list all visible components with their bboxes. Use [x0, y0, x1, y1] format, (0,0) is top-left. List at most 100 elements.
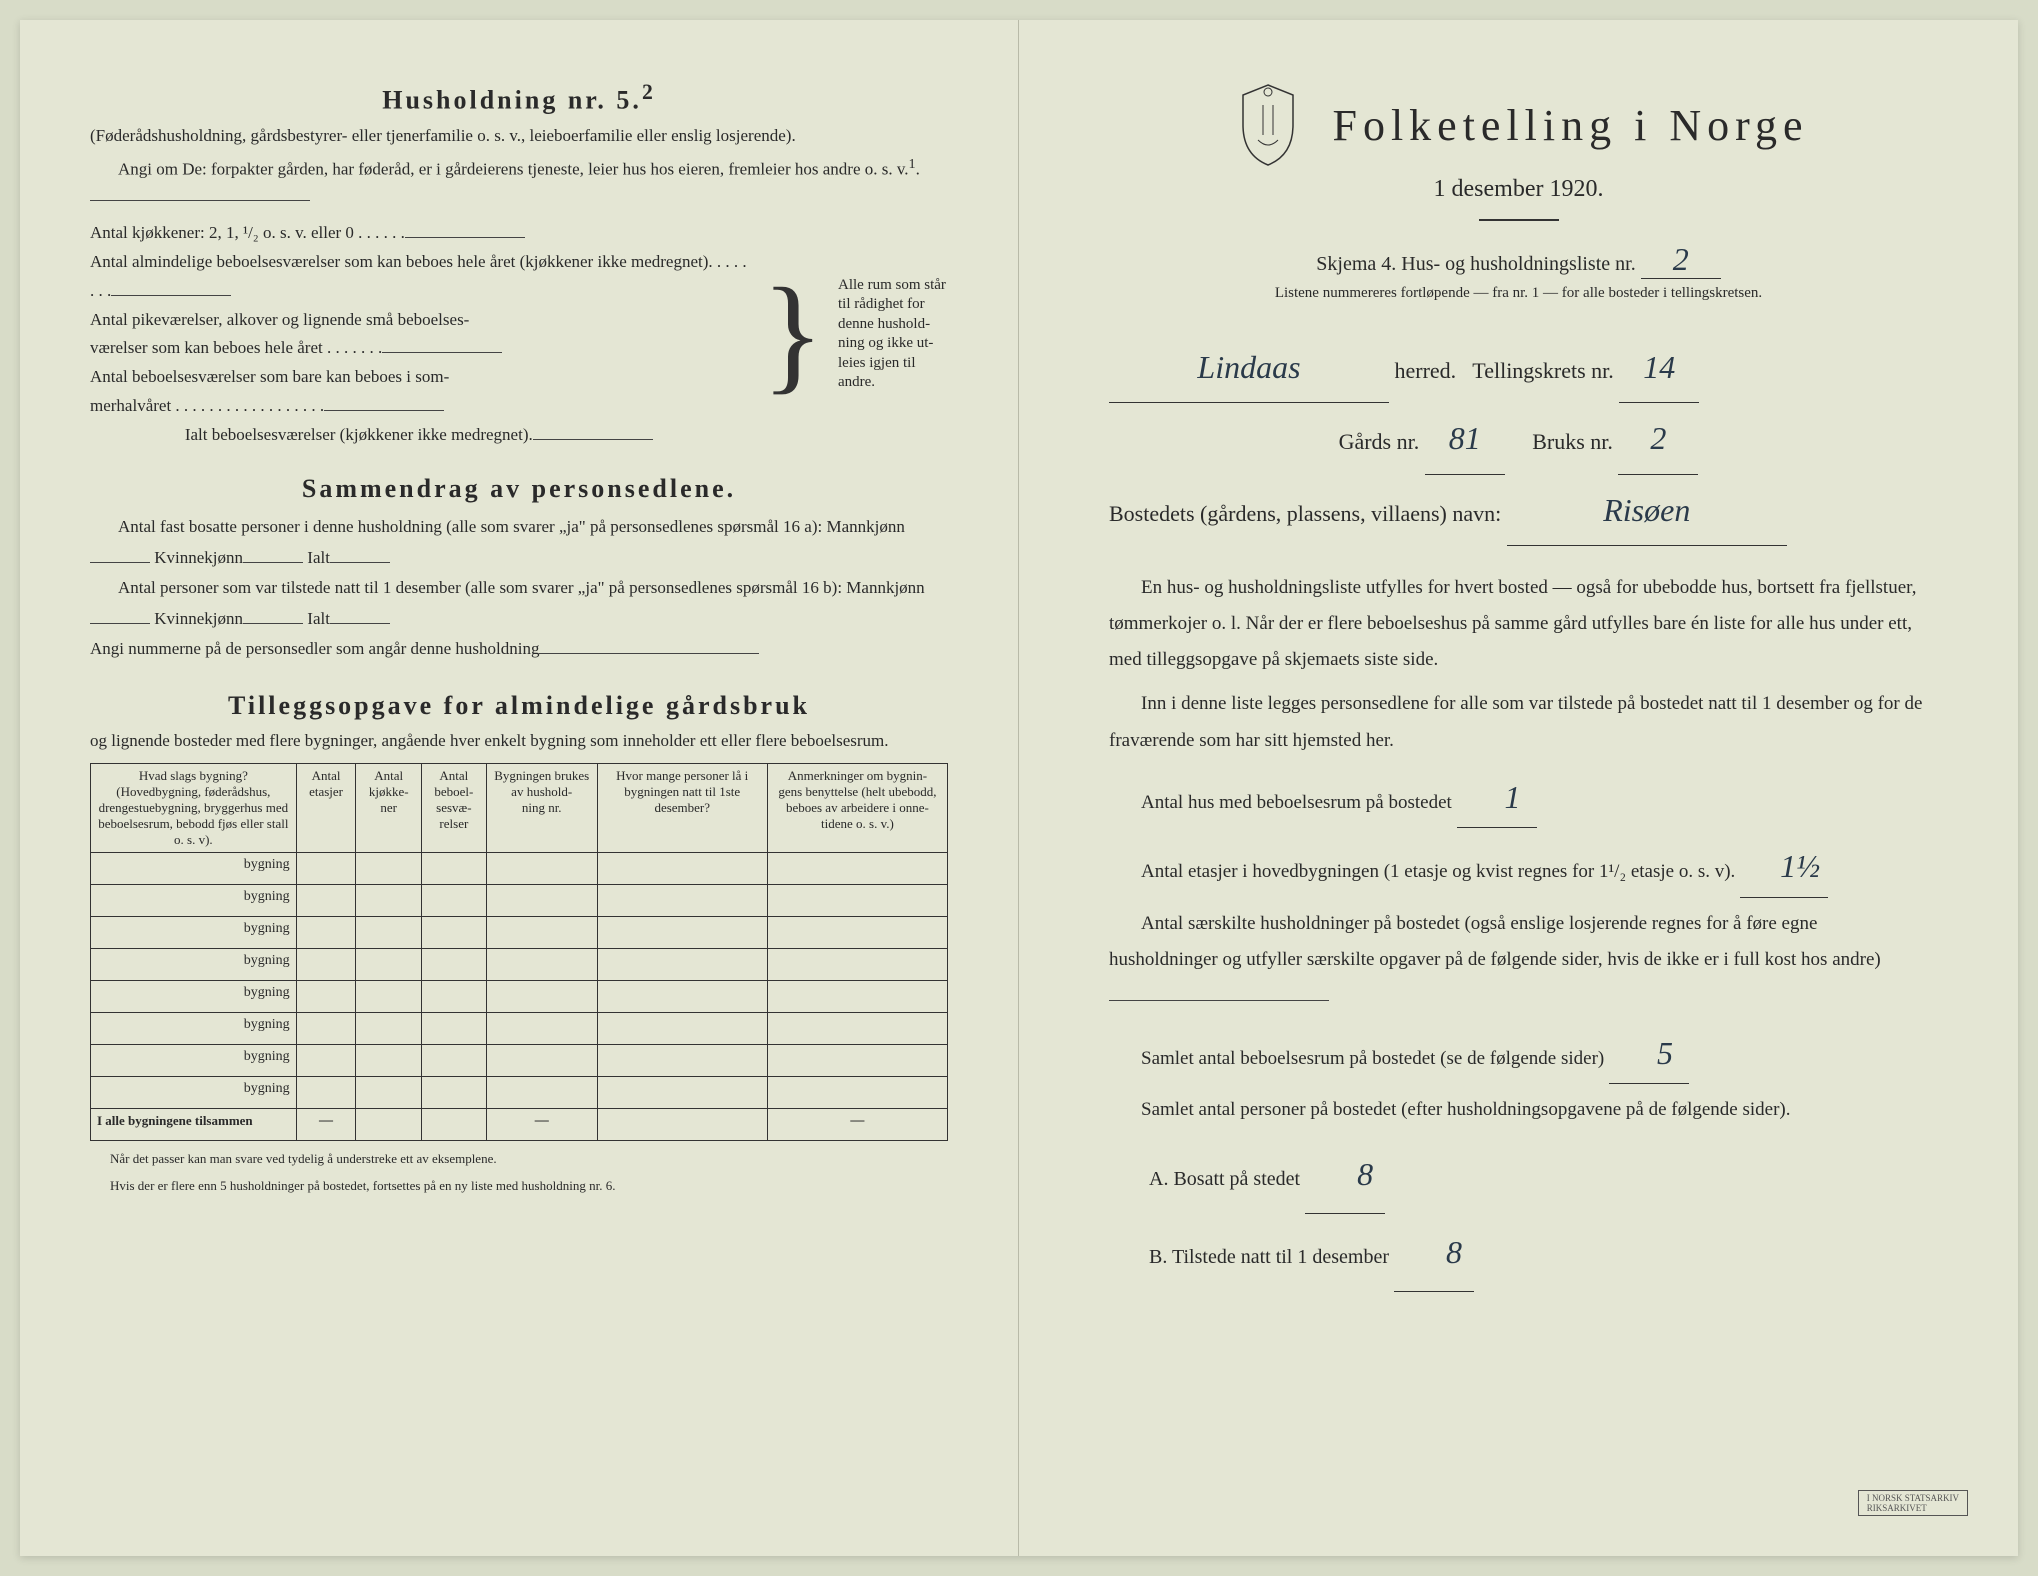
b-line: B. Tilstede natt til 1 desember 8 [1109, 1214, 1928, 1292]
table-cell [356, 948, 422, 980]
table-cell: — [486, 1108, 597, 1140]
table-cell [486, 948, 597, 980]
table-header-row: Hvad slags bygning? (Hovedbygning, føder… [91, 763, 948, 852]
antal-pike: Antal pikeværelser, alkover og lignende … [90, 306, 748, 364]
sammendrag-1: Antal fast bosatte personer i denne hush… [90, 512, 948, 573]
table-cell [767, 1076, 947, 1108]
table-cell [356, 884, 422, 916]
table-cell [597, 1044, 767, 1076]
table-cell [421, 948, 486, 980]
table-row: bygning [91, 884, 948, 916]
table-cell [486, 852, 597, 884]
sammendrag-2: Antal personer som var tilstede natt til… [90, 573, 948, 634]
antal-hus-value: 1 [1457, 767, 1537, 829]
table-cell [597, 1076, 767, 1108]
table-cell [486, 1044, 597, 1076]
table-header-cell: Antal beboel- sesvæ- relser [421, 763, 486, 852]
bygning-table: Hvad slags bygning? (Hovedbygning, føder… [90, 763, 948, 1141]
herred-value: Lindaas [1109, 332, 1389, 403]
table-cell [767, 980, 947, 1012]
table-cell [421, 1044, 486, 1076]
tellingskrets-value: 14 [1619, 332, 1699, 403]
table-cell [486, 884, 597, 916]
table-cell [486, 916, 597, 948]
a-line: A. Bosatt på stedet 8 [1109, 1136, 1928, 1214]
coat-of-arms-icon [1228, 80, 1308, 170]
antal-etasjer-value: 1½ [1740, 836, 1828, 898]
table-row: bygning [91, 852, 948, 884]
paragraph-1: En hus- og husholdningsliste utfylles fo… [1109, 570, 1928, 678]
table-header-cell: Hvor mange personer lå i bygningen natt … [597, 763, 767, 852]
table-cell: bygning [91, 980, 297, 1012]
table-cell [421, 1076, 486, 1108]
table-cell [597, 852, 767, 884]
table-cell [356, 916, 422, 948]
table-row: bygning [91, 1044, 948, 1076]
table-cell: bygning [91, 948, 297, 980]
husholdning-title: Husholdning nr. 5.2 [90, 80, 948, 116]
table-cell [767, 948, 947, 980]
table-cell [421, 1108, 486, 1140]
table-cell [597, 1108, 767, 1140]
table-cell [767, 884, 947, 916]
table-total-row: I alle bygningene tilsammen——— [91, 1108, 948, 1140]
table-cell [597, 948, 767, 980]
table-row: bygning [91, 1076, 948, 1108]
brace-icon: } [762, 282, 824, 386]
table-header-cell: Anmerkninger om bygnin- gens benyttelse … [767, 763, 947, 852]
antal-sommer: Antal beboelsesværelser som bare kan beb… [90, 363, 748, 421]
antal-etasjer-line: Antal etasjer i hovedbygningen (1 etasje… [1109, 836, 1928, 898]
table-cell: I alle bygningene tilsammen [91, 1108, 297, 1140]
table-cell [356, 980, 422, 1012]
table-cell [296, 1076, 356, 1108]
a-value: 8 [1305, 1136, 1385, 1214]
table-cell [296, 1012, 356, 1044]
table-cell: — [296, 1108, 356, 1140]
table-cell [486, 980, 597, 1012]
table-cell: bygning [91, 1076, 297, 1108]
table-row: bygning [91, 1012, 948, 1044]
table-cell [296, 884, 356, 916]
table-cell [296, 852, 356, 884]
samlet-personer-line: Samlet antal personer på bostedet (efter… [1109, 1092, 1928, 1128]
archive-stamp: I NORSK STATSARKIV RIKSARKIVET [1858, 1490, 1968, 1516]
table-cell [296, 980, 356, 1012]
table-cell [356, 852, 422, 884]
right-page: Folketelling i Norge 1 desember 1920. Sk… [1019, 20, 2018, 1556]
table-cell: — [767, 1108, 947, 1140]
listene-line: Listene nummereres fortløpende — fra nr.… [1109, 285, 1928, 302]
table-cell [356, 1012, 422, 1044]
table-cell [421, 852, 486, 884]
table-header-cell: Hvad slags bygning? (Hovedbygning, føder… [91, 763, 297, 852]
table-cell [486, 1012, 597, 1044]
side-note: Alle rum som står til rådighet for denne… [838, 276, 948, 393]
gards-value: 81 [1425, 403, 1505, 474]
tillegg-title: Tilleggsopgave for almindelige gårdsbruk [90, 691, 948, 721]
table-cell [597, 916, 767, 948]
table-cell [356, 1076, 422, 1108]
b-value: 8 [1394, 1214, 1474, 1292]
table-cell: bygning [91, 1044, 297, 1076]
table-cell [356, 1108, 422, 1140]
ialt-line: Ialt beboelsesværelser (kjøkkener ikke m… [90, 421, 748, 450]
tillegg-subtitle: og lignende bosteder med flere bygninger… [90, 729, 948, 753]
table-cell [597, 1012, 767, 1044]
table-cell [356, 1044, 422, 1076]
husholdning-subtitle: (Føderådshusholdning, gårdsbestyrer- ell… [90, 124, 948, 149]
table-header-cell: Antal kjøkke- ner [356, 763, 422, 852]
table-cell [296, 948, 356, 980]
table-cell [296, 1044, 356, 1076]
table-cell [767, 852, 947, 884]
table-cell [597, 980, 767, 1012]
table-cell [767, 1044, 947, 1076]
footnote-2: Hvis der er flere enn 5 husholdninger på… [90, 1178, 948, 1195]
table-cell: bygning [91, 1012, 297, 1044]
divider [1479, 219, 1559, 221]
samlet-rum-line: Samlet antal beboelsesrum på bostedet (s… [1109, 1023, 1928, 1085]
table-cell [486, 1076, 597, 1108]
angi-line: Angi om De: forpakter gården, har føderå… [90, 154, 948, 209]
antal-saerskilte-line: Antal særskilte husholdninger på bostede… [1109, 906, 1928, 1014]
left-page: Husholdning nr. 5.2 (Føderådshusholdning… [20, 20, 1019, 1556]
table-cell: bygning [91, 884, 297, 916]
table-row: bygning [91, 916, 948, 948]
